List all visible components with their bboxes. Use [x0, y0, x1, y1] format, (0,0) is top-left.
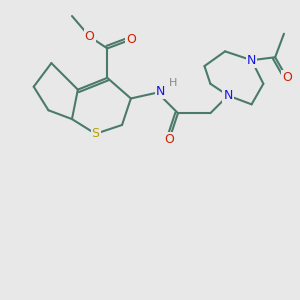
Text: S: S: [92, 127, 100, 140]
Text: N: N: [156, 85, 166, 98]
Text: H: H: [169, 78, 177, 88]
Text: N: N: [247, 54, 256, 67]
Text: O: O: [85, 30, 94, 43]
Text: O: O: [282, 71, 292, 84]
Text: O: O: [126, 33, 136, 46]
Text: N: N: [223, 89, 233, 102]
Text: O: O: [164, 133, 174, 146]
